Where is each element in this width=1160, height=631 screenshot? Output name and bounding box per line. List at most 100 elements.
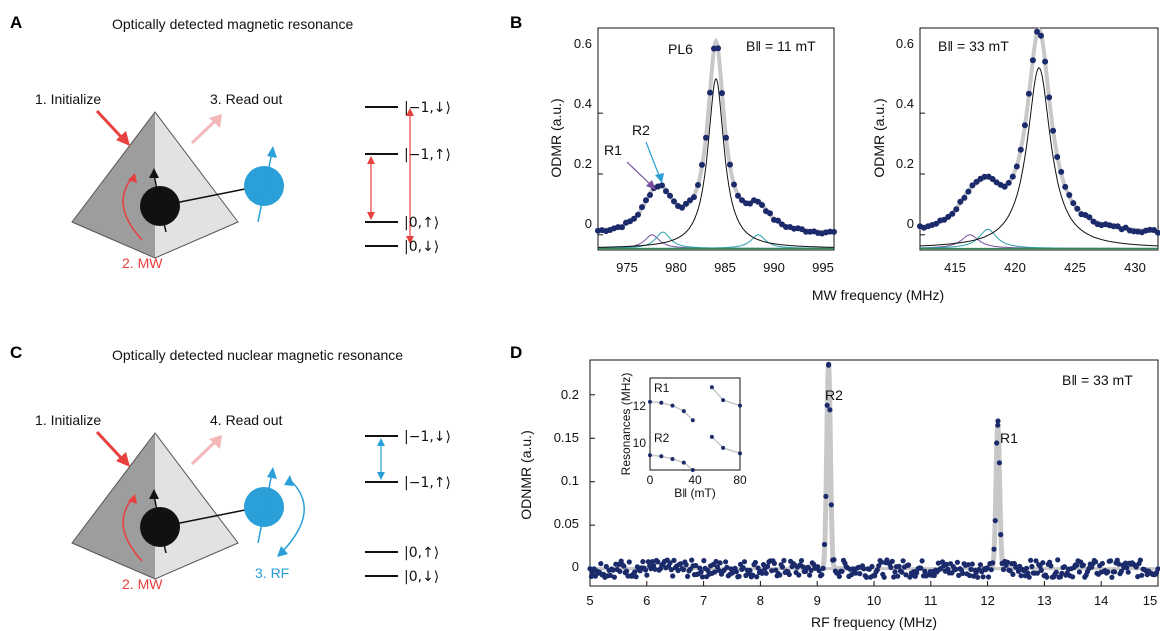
field-b-right: B‖ = 33 mT bbox=[938, 38, 1009, 54]
d-data-point bbox=[991, 546, 997, 552]
ylabel-b-right: ODMR (a.u.) bbox=[871, 98, 887, 177]
inset-point-r2 bbox=[681, 460, 686, 465]
xtick-d-10: 15 bbox=[1143, 593, 1157, 608]
d-data-point bbox=[896, 563, 902, 569]
d-data-point bbox=[670, 573, 676, 579]
d-data-point bbox=[610, 567, 616, 573]
d-data-point bbox=[1007, 568, 1013, 574]
b-left-data-point bbox=[707, 89, 713, 96]
d-data-point bbox=[992, 518, 998, 524]
d-data-point bbox=[808, 567, 814, 574]
d-data-point bbox=[1026, 574, 1032, 580]
b-right-data-point bbox=[1050, 127, 1057, 134]
d-data-point bbox=[640, 559, 646, 565]
d-data-point bbox=[1038, 567, 1044, 574]
b-right-fit-main bbox=[920, 67, 1158, 247]
ytick-b-right-1: 0.2 bbox=[896, 156, 914, 171]
energy-levels-c bbox=[365, 435, 398, 577]
b-left-data-point bbox=[759, 202, 765, 208]
level-c-2: |−1,↑⟩ bbox=[404, 475, 451, 491]
d-data-point bbox=[1040, 560, 1046, 566]
b-right-data-point bbox=[953, 206, 960, 213]
b-left-data-point bbox=[647, 192, 653, 198]
d-data-point bbox=[723, 559, 729, 565]
readout-arrow-a bbox=[190, 114, 222, 145]
inset-point-r2 bbox=[721, 445, 726, 450]
xtick-d-1: 6 bbox=[643, 593, 650, 608]
panel-c-title: Optically detected nuclear magnetic reso… bbox=[112, 347, 403, 363]
ytick-d-3: 0.15 bbox=[554, 430, 579, 445]
d-data-point bbox=[824, 402, 830, 408]
d-data-point bbox=[1108, 558, 1114, 564]
d-data-point bbox=[827, 407, 833, 413]
d-data-point bbox=[693, 562, 699, 569]
d-data-point bbox=[980, 574, 986, 580]
d-data-point bbox=[1137, 557, 1143, 563]
d-data-point bbox=[611, 574, 618, 580]
d-data-point bbox=[996, 460, 1003, 466]
b-left-data-point bbox=[723, 134, 729, 141]
b-left-data-point bbox=[679, 204, 685, 211]
d-data-point bbox=[853, 570, 859, 576]
d-data-point bbox=[876, 563, 882, 569]
d-data-point bbox=[895, 573, 901, 579]
b-left-data-point bbox=[775, 217, 781, 224]
d-data-point bbox=[713, 558, 719, 565]
inset-point-r2 bbox=[659, 454, 664, 459]
d-data-point bbox=[598, 561, 604, 567]
d-data-point bbox=[863, 574, 870, 580]
d-data-point bbox=[649, 559, 656, 565]
d-data-point bbox=[740, 565, 746, 571]
d-data-point bbox=[752, 559, 759, 566]
d-data-point bbox=[815, 564, 821, 570]
d-data-point bbox=[1099, 560, 1105, 567]
xtick-b-left-2: 985 bbox=[714, 260, 736, 275]
b-left-data-point bbox=[699, 161, 705, 168]
b-right-data-point bbox=[973, 178, 980, 185]
inset-label-r1: R1 bbox=[654, 381, 670, 395]
d-data-point bbox=[969, 561, 975, 567]
b-right-data-point bbox=[933, 220, 940, 227]
panel-letter-c: C bbox=[10, 343, 22, 362]
d-data-point bbox=[736, 573, 742, 579]
b-right-component-1 bbox=[920, 228, 1158, 249]
xtick-d-4: 9 bbox=[814, 593, 821, 608]
b-left-data-point bbox=[695, 182, 701, 188]
b-left-data-point bbox=[719, 90, 725, 97]
d-data-point bbox=[644, 572, 650, 578]
d-data-point bbox=[922, 568, 928, 574]
d-data-point bbox=[1000, 566, 1007, 573]
d-data-point bbox=[621, 563, 627, 569]
ytick-d-1: 0.05 bbox=[554, 516, 579, 531]
b-left-data-point bbox=[727, 161, 733, 168]
b-right-data-point bbox=[1005, 179, 1012, 186]
d-data-point bbox=[643, 567, 649, 573]
d-data-point bbox=[990, 560, 996, 566]
d-data-point bbox=[716, 567, 722, 574]
b-right-fit-total bbox=[919, 27, 1159, 234]
b-right-data-point bbox=[969, 182, 976, 189]
d-data-point bbox=[1114, 557, 1120, 563]
d-data-point bbox=[1116, 561, 1122, 567]
d-data-point bbox=[1004, 559, 1011, 565]
inset-label-r2: R2 bbox=[654, 431, 670, 445]
d-data-point bbox=[985, 574, 992, 580]
d-data-point bbox=[918, 565, 924, 571]
level-a-4: |0,↓⟩ bbox=[404, 239, 439, 255]
ytick-d-4: 0.2 bbox=[561, 387, 579, 402]
d-data-point bbox=[984, 565, 990, 571]
d-data-point bbox=[773, 567, 779, 573]
d-data-point bbox=[1028, 557, 1034, 563]
b-left-data-point bbox=[667, 192, 673, 199]
b-left-data-point bbox=[715, 45, 721, 52]
b-left-data-point bbox=[731, 181, 737, 188]
d-data-point bbox=[671, 557, 677, 564]
field-d: B‖ = 33 mT bbox=[1062, 372, 1133, 388]
d-data-point bbox=[685, 573, 691, 580]
label-b-r2: R2 bbox=[632, 122, 650, 138]
b-left-fit-main bbox=[598, 77, 834, 248]
initialize-arrow-a bbox=[95, 109, 130, 146]
d-data-point bbox=[891, 574, 897, 580]
xtick-b-left-0: 975 bbox=[616, 260, 638, 275]
d-data-point bbox=[878, 559, 885, 565]
